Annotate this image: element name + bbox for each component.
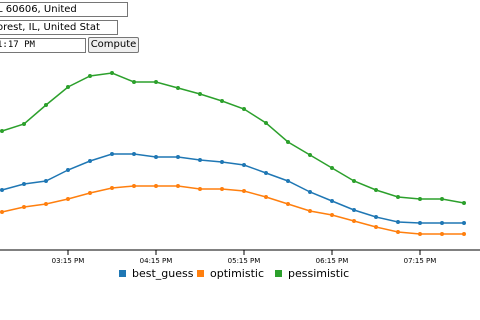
point <box>176 155 180 159</box>
point <box>308 153 312 157</box>
point <box>396 230 400 234</box>
point <box>242 189 246 193</box>
point <box>374 188 378 192</box>
point <box>88 74 92 78</box>
point <box>44 179 48 183</box>
point <box>418 221 422 225</box>
point <box>440 197 444 201</box>
point <box>330 213 334 217</box>
point <box>220 187 224 191</box>
point <box>88 191 92 195</box>
time-input[interactable]: 1:17 PM <box>0 38 86 53</box>
point <box>0 210 4 214</box>
point <box>198 92 202 96</box>
point <box>462 221 466 225</box>
point <box>176 184 180 188</box>
legend-swatch <box>119 270 126 277</box>
point <box>418 197 422 201</box>
series-line <box>1 72 465 204</box>
point <box>0 188 4 192</box>
point <box>242 107 246 111</box>
x-tick-label: 07:15 PM <box>404 257 437 265</box>
point <box>110 186 114 190</box>
point <box>154 184 158 188</box>
legend-swatch <box>197 270 204 277</box>
point <box>110 152 114 156</box>
point <box>242 163 246 167</box>
point <box>440 221 444 225</box>
destination-input[interactable]: orest, IL, United Stat <box>0 20 118 35</box>
point <box>330 199 334 203</box>
origin-input[interactable]: L 60606, United <box>0 2 128 17</box>
point <box>66 168 70 172</box>
point <box>264 121 268 125</box>
point <box>44 103 48 107</box>
legend-swatch <box>275 270 282 277</box>
series-line <box>1 153 464 224</box>
point <box>286 179 290 183</box>
point <box>264 195 268 199</box>
point <box>66 85 70 89</box>
point <box>22 182 26 186</box>
point <box>286 202 290 206</box>
point <box>154 155 158 159</box>
point <box>66 197 70 201</box>
x-tick-label: 03:15 PM <box>52 257 85 265</box>
x-tick-label: 05:15 PM <box>228 257 261 265</box>
point <box>132 80 136 84</box>
point <box>462 201 466 205</box>
point <box>396 195 400 199</box>
point <box>418 232 422 236</box>
legend-label: pessimistic <box>288 267 349 280</box>
point <box>154 80 158 84</box>
x-tick-label: 04:15 PM <box>140 257 173 265</box>
point <box>22 205 26 209</box>
point <box>374 225 378 229</box>
series-line <box>1 185 464 235</box>
point <box>132 184 136 188</box>
point <box>220 99 224 103</box>
point <box>110 71 114 75</box>
point <box>396 220 400 224</box>
point <box>176 86 180 90</box>
point <box>22 122 26 126</box>
point <box>308 190 312 194</box>
compute-button[interactable]: Compute <box>88 37 139 53</box>
legend-label: best_guess <box>132 267 194 280</box>
point <box>44 202 48 206</box>
point <box>132 152 136 156</box>
point <box>352 219 356 223</box>
point <box>330 166 334 170</box>
point <box>440 232 444 236</box>
point <box>88 159 92 163</box>
point <box>462 232 466 236</box>
point <box>374 215 378 219</box>
point <box>0 129 4 133</box>
point <box>308 209 312 213</box>
point <box>220 160 224 164</box>
point <box>198 187 202 191</box>
legend-label: optimistic <box>210 267 264 280</box>
point <box>352 179 356 183</box>
point <box>286 140 290 144</box>
point <box>198 158 202 162</box>
point <box>352 208 356 212</box>
x-tick-label: 06:15 PM <box>316 257 349 265</box>
point <box>264 171 268 175</box>
